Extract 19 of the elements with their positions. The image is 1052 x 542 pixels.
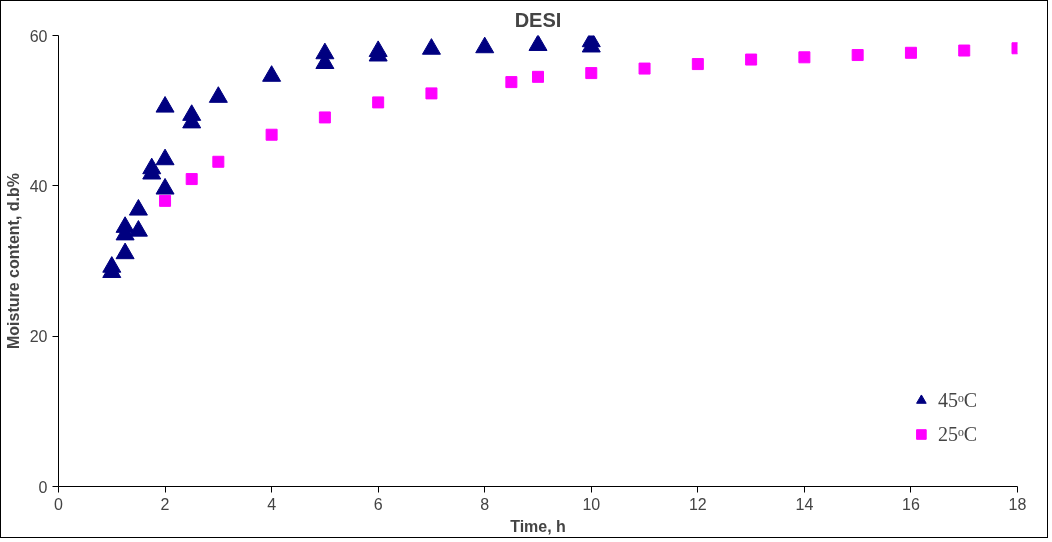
- y-tick-label: 20: [29, 328, 48, 346]
- x-tick-label: 4: [267, 495, 277, 513]
- x-tick-label: 8: [480, 495, 490, 513]
- x-tick-label: 16: [902, 495, 920, 513]
- y-tick-label: 40: [29, 177, 48, 195]
- legend-label: 25ᵒC: [937, 422, 977, 446]
- x-tick-label: 14: [795, 495, 814, 513]
- x-tick-label: 18: [1008, 495, 1027, 513]
- y-tick-label: 60: [29, 27, 48, 45]
- y-axis-title: Moisture content, d.b%: [4, 173, 22, 349]
- x-tick-label: 12: [688, 495, 707, 513]
- legend-label: 45ᵒC: [937, 388, 977, 412]
- y-tick-label: 0: [38, 478, 48, 496]
- x-tick-label: 2: [160, 495, 170, 513]
- chart-title: DESI: [514, 8, 562, 31]
- x-tick-label: 0: [54, 495, 64, 513]
- x-axis-title: Time, h: [510, 517, 566, 535]
- x-tick-label: 6: [373, 495, 383, 513]
- x-tick-label: 10: [582, 495, 601, 513]
